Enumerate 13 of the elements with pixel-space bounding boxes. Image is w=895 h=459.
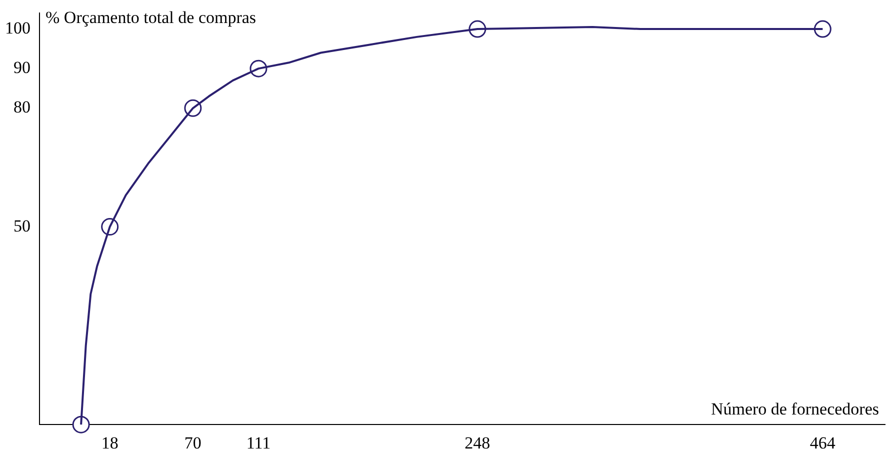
y-tick-label: 80 <box>14 98 30 117</box>
x-tick-label: 70 <box>184 433 202 452</box>
y-tick-label: 50 <box>14 216 30 236</box>
point <box>814 20 832 38</box>
y-tick-label: 90 <box>14 58 30 78</box>
x-tick-label: 464 <box>810 433 836 452</box>
x-tick-label: 111 <box>246 433 271 452</box>
x-tick-label: 18 <box>101 433 118 452</box>
x-tick-label: 248 <box>464 433 490 452</box>
y-axis-title: % Orçamento total de compras <box>46 8 256 28</box>
x-axis-title: Número de fornecedores <box>710 400 879 419</box>
y-tick-label: 100 <box>5 18 30 38</box>
point <box>72 416 90 434</box>
